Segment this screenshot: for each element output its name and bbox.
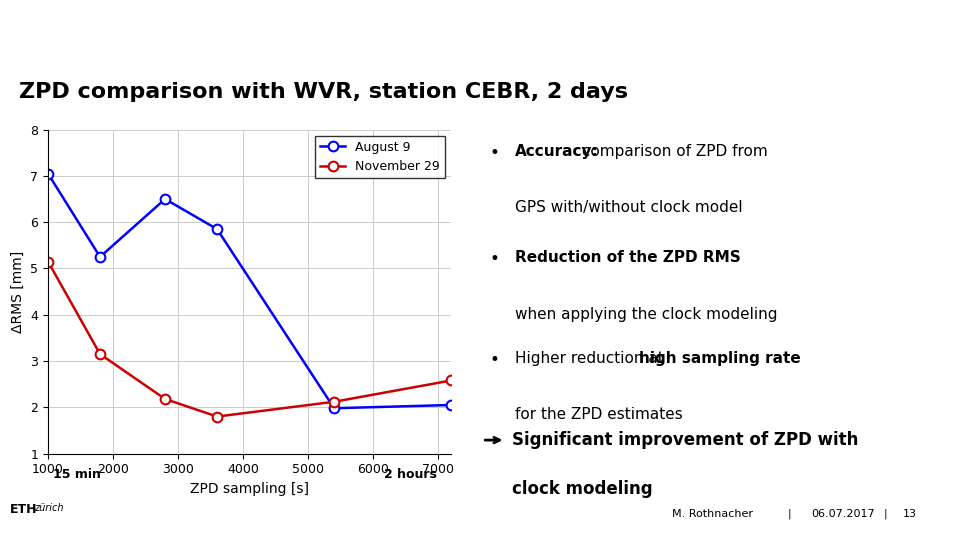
August 9 — [211, 226, 223, 232]
November 29 — [328, 399, 340, 405]
Text: for the ZPD estimates: for the ZPD estimates — [515, 407, 683, 422]
Y-axis label: ΔRMS [mm]: ΔRMS [mm] — [11, 251, 25, 333]
Text: |: | — [883, 509, 887, 519]
Text: ETH: ETH — [10, 503, 37, 516]
November 29 — [94, 351, 106, 357]
Text: zürich: zürich — [60, 22, 106, 37]
Text: •: • — [490, 350, 499, 369]
Text: zürich: zürich — [34, 503, 63, 514]
November 29 — [42, 258, 54, 265]
Legend: August 9, November 29: August 9, November 29 — [315, 136, 444, 178]
August 9 — [328, 405, 340, 411]
August 9 — [42, 170, 54, 177]
Text: clock modeling: clock modeling — [513, 480, 653, 498]
Text: Reduction of the ZPD RMS: Reduction of the ZPD RMS — [515, 251, 740, 265]
Text: when applying the clock modeling: when applying the clock modeling — [515, 307, 777, 322]
Text: •: • — [490, 251, 499, 268]
August 9 — [445, 402, 457, 408]
Text: GPS with/without clock model: GPS with/without clock model — [515, 200, 742, 215]
November 29 — [445, 377, 457, 384]
Text: |: | — [787, 509, 791, 519]
Text: 2 hours: 2 hours — [384, 468, 437, 481]
Text: ETH: ETH — [16, 20, 60, 39]
Text: Higher reduction at: Higher reduction at — [515, 350, 668, 366]
November 29 — [159, 396, 171, 402]
August 9 — [159, 196, 171, 202]
Text: Significant improvement of ZPD with: Significant improvement of ZPD with — [513, 431, 858, 449]
November 29 — [211, 413, 223, 420]
Text: comparison of ZPD from: comparison of ZPD from — [577, 144, 767, 159]
Line: November 29: November 29 — [43, 256, 456, 421]
Line: August 9: August 9 — [43, 168, 456, 413]
X-axis label: ZPD sampling [s]: ZPD sampling [s] — [190, 482, 309, 496]
Text: •: • — [490, 144, 499, 162]
Text: 06.07.2017: 06.07.2017 — [811, 509, 875, 519]
Text: 13: 13 — [902, 509, 917, 519]
Text: high sampling rate: high sampling rate — [639, 350, 801, 366]
Text: 15 min: 15 min — [53, 468, 101, 481]
Text: Accuracy:: Accuracy: — [515, 144, 598, 159]
August 9 — [94, 254, 106, 260]
Text: M. Rothnacher: M. Rothnacher — [672, 509, 753, 519]
Text: ZPD comparison with WVR, station CEBR, 2 days: ZPD comparison with WVR, station CEBR, 2… — [19, 82, 628, 102]
